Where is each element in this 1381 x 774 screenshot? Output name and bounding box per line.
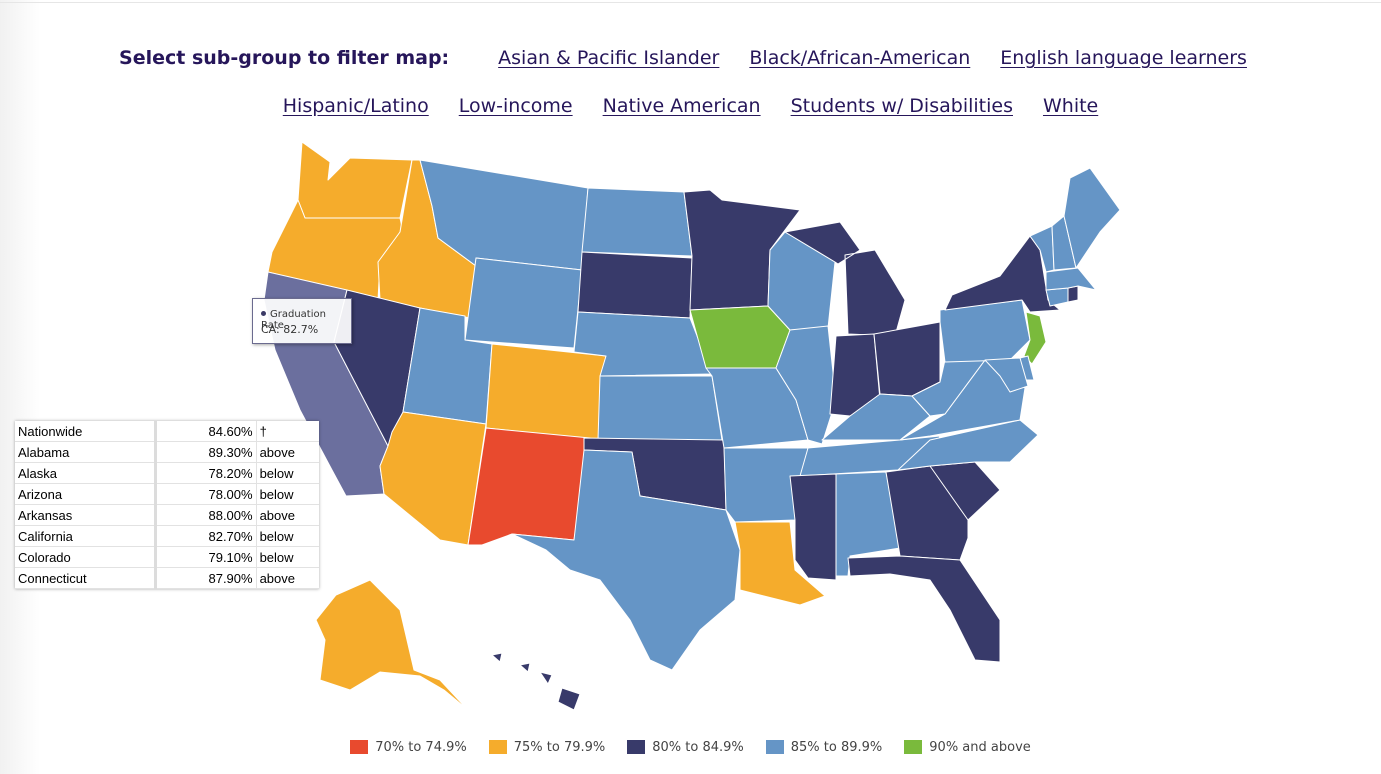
rate-cell: 88.00% xyxy=(155,504,257,526)
compare-cell: below xyxy=(256,525,319,547)
map-tooltip: Graduation Rate CA: 82.7% xyxy=(252,298,352,344)
state-nd[interactable] xyxy=(581,187,693,257)
filter-link-asian-pacific-islander[interactable]: Asian & Pacific Islander xyxy=(498,47,720,69)
compare-cell: below xyxy=(256,483,319,505)
tooltip-value: CA: 82.7% xyxy=(261,323,319,336)
state-ia[interactable] xyxy=(689,305,791,369)
state-ar[interactable] xyxy=(723,447,809,523)
compare-cell: above xyxy=(256,504,319,526)
tooltip-series: Graduation Rate xyxy=(261,309,326,331)
rate-cell: 79.10% xyxy=(155,546,257,568)
state-fl[interactable] xyxy=(847,555,1001,663)
legend-swatch xyxy=(904,740,923,754)
rate-cell: 78.20% xyxy=(155,462,257,484)
state-az[interactable] xyxy=(379,411,487,546)
compare-cell: † xyxy=(256,421,319,442)
compare-cell: below xyxy=(256,546,319,568)
state-hi[interactable] xyxy=(491,652,581,711)
legend-item[interactable]: 90% and above xyxy=(904,739,1031,755)
compare-cell: above xyxy=(256,567,319,589)
filter-label: Select sub-group to filter map: xyxy=(119,47,450,69)
state-ri[interactable] xyxy=(1067,285,1079,303)
filter-link-white[interactable]: White xyxy=(1042,95,1099,117)
state-il[interactable] xyxy=(775,325,837,445)
state-ma[interactable] xyxy=(1045,267,1097,291)
state-nm[interactable] xyxy=(467,427,591,546)
table-row: Colorado 79.10% below xyxy=(15,546,319,568)
legend-item[interactable]: 85% to 89.9% xyxy=(765,739,883,755)
state-wa[interactable] xyxy=(297,141,413,219)
state-name-cell: Colorado xyxy=(15,546,157,568)
legend-label: 90% and above xyxy=(929,739,1031,755)
legend-item[interactable]: 80% to 84.9% xyxy=(627,740,744,755)
state-wy[interactable] xyxy=(464,257,583,349)
legend-label: 80% to 84.9% xyxy=(652,739,744,755)
state-tx[interactable] xyxy=(511,449,741,671)
rate-cell: 89.30% xyxy=(155,441,257,463)
compare-cell: below xyxy=(256,462,319,484)
rate-cell: 82.70% xyxy=(155,525,257,547)
legend-swatch xyxy=(350,740,369,754)
legend-item[interactable]: 70% to 74.9% xyxy=(350,740,467,755)
filter-row-2: Hispanic/Latino Low-income Native Americ… xyxy=(0,86,1381,126)
top-divider xyxy=(0,2,1381,3)
table-row: Nationwide 84.60% † xyxy=(15,421,319,442)
graduation-rate-table: Nationwide 84.60% † Alabama 89.30% above Alask… xyxy=(15,421,319,589)
map-legend: 70% to 74.9% 75% to 79.9% 80% to 84.9% 85% … xyxy=(0,737,1381,757)
legend-label: 75% to 79.9% xyxy=(513,739,606,755)
legend-item[interactable]: 75% to 79.9% xyxy=(488,739,606,755)
state-name-cell: Alaska xyxy=(15,462,157,484)
table-row: Alaska 78.20% below xyxy=(15,462,319,484)
legend-swatch xyxy=(627,740,646,754)
table-row: California 82.70% below xyxy=(15,525,319,547)
compare-cell: above xyxy=(256,441,319,463)
series-dot-icon xyxy=(261,311,266,316)
state-nj[interactable] xyxy=(1023,311,1047,365)
state-name-cell: Connecticut xyxy=(15,567,157,589)
state-name-cell: Alabama xyxy=(15,441,157,463)
legend-label: 85% to 89.9% xyxy=(790,739,883,755)
table-row: Arkansas 88.00% above xyxy=(15,504,319,526)
state-name-cell: California xyxy=(15,525,157,547)
left-shade xyxy=(0,0,40,774)
state-ct[interactable] xyxy=(1045,287,1069,307)
state-vt[interactable] xyxy=(1029,225,1055,273)
state-oh[interactable] xyxy=(873,321,941,397)
filter-link-english-language-learners[interactable]: English language learners xyxy=(1000,47,1247,69)
state-la[interactable] xyxy=(734,521,826,606)
filter-link-low-income[interactable]: Low-income xyxy=(458,95,573,117)
legend-swatch xyxy=(765,740,784,754)
state-name-cell: Arkansas xyxy=(15,504,157,526)
state-nc[interactable] xyxy=(897,419,1039,471)
state-ak[interactable] xyxy=(315,579,469,711)
state-ks[interactable] xyxy=(597,375,723,441)
table-row: Alabama 89.30% above xyxy=(15,441,319,463)
rate-cell: 84.60% xyxy=(155,421,257,442)
state-md[interactable] xyxy=(984,357,1029,393)
rate-cell: 78.00% xyxy=(155,483,257,505)
filter-link-students-disabilities[interactable]: Students w/ Disabilities xyxy=(790,95,1013,117)
filter-row-1: Select sub-group to filter map: Asian & … xyxy=(0,38,1381,78)
state-mi[interactable] xyxy=(784,221,906,337)
state-me[interactable] xyxy=(1063,167,1121,269)
table-row: Arizona 78.00% below xyxy=(15,483,319,505)
state-sd[interactable] xyxy=(577,251,693,319)
state-co[interactable] xyxy=(485,343,607,441)
filter-link-native-american[interactable]: Native American xyxy=(602,95,761,117)
filter-link-black-african-american[interactable]: Black/African-American xyxy=(749,47,971,69)
rate-cell: 87.90% xyxy=(155,567,257,589)
table-row: Connecticut 87.90% above xyxy=(15,567,319,589)
legend-label: 70% to 74.9% xyxy=(375,739,467,755)
legend-swatch xyxy=(488,740,507,754)
state-name-cell: Nationwide xyxy=(15,421,157,442)
filter-link-hispanic-latino[interactable]: Hispanic/Latino xyxy=(282,95,429,117)
state-ms[interactable] xyxy=(789,473,837,581)
tooltip-series-row: Graduation Rate xyxy=(261,309,351,331)
state-name-cell: Arizona xyxy=(15,483,157,505)
